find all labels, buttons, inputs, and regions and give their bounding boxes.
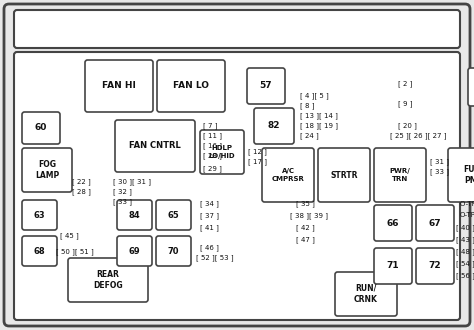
Text: 67: 67	[428, 218, 441, 227]
Text: [ 18 ][ 19 ]: [ 18 ][ 19 ]	[300, 122, 338, 129]
FancyBboxPatch shape	[374, 248, 412, 284]
Text: [ 42 ]: [ 42 ]	[296, 224, 315, 231]
FancyBboxPatch shape	[200, 130, 244, 174]
FancyBboxPatch shape	[4, 4, 470, 326]
Text: 65: 65	[168, 211, 179, 219]
Text: [ 7 ]: [ 7 ]	[203, 122, 218, 129]
FancyBboxPatch shape	[468, 68, 474, 106]
Text: [ 28 ]: [ 28 ]	[72, 188, 91, 195]
FancyBboxPatch shape	[85, 60, 153, 112]
Text: [ 48 ][ 49 ]: [ 48 ][ 49 ]	[456, 248, 474, 255]
Text: 66: 66	[387, 218, 399, 227]
Text: FUEL
PMP: FUEL PMP	[463, 165, 474, 185]
Text: [ 20 ]: [ 20 ]	[398, 122, 417, 129]
FancyBboxPatch shape	[14, 10, 460, 48]
Text: 57: 57	[260, 82, 272, 90]
FancyBboxPatch shape	[117, 236, 152, 266]
Text: [ 11 ]: [ 11 ]	[203, 132, 222, 139]
Text: RUN/
CRNK: RUN/ CRNK	[354, 284, 378, 304]
FancyBboxPatch shape	[156, 236, 191, 266]
Text: [ 47 ]: [ 47 ]	[296, 236, 315, 243]
FancyBboxPatch shape	[117, 200, 152, 230]
Text: [ 17 ]: [ 17 ]	[248, 158, 267, 165]
FancyBboxPatch shape	[335, 272, 397, 316]
FancyBboxPatch shape	[22, 148, 72, 192]
Text: 70: 70	[168, 247, 179, 255]
Text: [ 33 ]: [ 33 ]	[113, 198, 132, 205]
FancyBboxPatch shape	[22, 236, 57, 266]
Text: FAN CNTRL: FAN CNTRL	[129, 142, 181, 150]
FancyBboxPatch shape	[374, 205, 412, 241]
Text: 69: 69	[128, 247, 140, 255]
Text: PWR/
TRN: PWR/ TRN	[390, 168, 410, 182]
Text: 71: 71	[387, 261, 399, 271]
FancyBboxPatch shape	[247, 68, 285, 104]
Text: HDLP
LO/HID: HDLP LO/HID	[209, 145, 235, 159]
FancyBboxPatch shape	[416, 248, 454, 284]
Text: [ 24 ]: [ 24 ]	[300, 132, 319, 139]
FancyBboxPatch shape	[22, 112, 60, 144]
FancyBboxPatch shape	[448, 148, 474, 202]
Text: [ 38 ][ 39 ]: [ 38 ][ 39 ]	[290, 212, 328, 219]
FancyBboxPatch shape	[416, 205, 454, 241]
Text: [ 22 ]: [ 22 ]	[72, 178, 91, 185]
Text: [ 32 ]: [ 32 ]	[113, 188, 132, 195]
FancyBboxPatch shape	[374, 148, 426, 202]
Text: [ 40 ]: [ 40 ]	[456, 224, 474, 231]
Text: [ 41 ]: [ 41 ]	[200, 224, 219, 231]
FancyBboxPatch shape	[115, 120, 195, 172]
Text: [ 13 ][ 14 ]: [ 13 ][ 14 ]	[300, 112, 338, 119]
FancyBboxPatch shape	[156, 200, 191, 230]
Text: [ 31 ]: [ 31 ]	[430, 158, 449, 165]
Text: O-TP: O-TP	[460, 212, 474, 218]
Text: 68: 68	[34, 247, 46, 255]
FancyBboxPatch shape	[254, 108, 294, 144]
Text: 72: 72	[428, 261, 441, 271]
Text: [ 23 ]: [ 23 ]	[203, 152, 222, 159]
Text: [ 45 ]: [ 45 ]	[60, 232, 79, 239]
Text: REAR
DEFOG: REAR DEFOG	[93, 270, 123, 290]
FancyBboxPatch shape	[157, 60, 225, 112]
Text: [ 30 ][ 31 ]: [ 30 ][ 31 ]	[113, 178, 151, 185]
Text: STRTR: STRTR	[330, 171, 358, 180]
Text: [ 8 ]: [ 8 ]	[300, 102, 315, 109]
Text: [ 2 ]: [ 2 ]	[398, 80, 412, 87]
Text: [ 54 ][ 55 ]: [ 54 ][ 55 ]	[456, 260, 474, 267]
Text: 84: 84	[128, 211, 140, 219]
Text: [ 46 ]: [ 46 ]	[200, 244, 219, 251]
FancyBboxPatch shape	[318, 148, 370, 202]
Text: [ 34 ]: [ 34 ]	[200, 200, 219, 207]
Text: 63: 63	[34, 211, 46, 219]
Text: A/C
CMPRSR: A/C CMPRSR	[272, 168, 304, 182]
FancyBboxPatch shape	[68, 258, 148, 302]
Text: FOG
LAMP: FOG LAMP	[35, 160, 59, 180]
Text: [ 50 ][ 51 ]: [ 50 ][ 51 ]	[56, 248, 94, 255]
Text: [ 25 ][ 26 ][ 27 ]: [ 25 ][ 26 ][ 27 ]	[390, 132, 447, 139]
Text: [ 9 ]: [ 9 ]	[398, 100, 412, 107]
Text: [ 43 ][ 44 ]: [ 43 ][ 44 ]	[456, 236, 474, 243]
Text: [ 33 ]: [ 33 ]	[430, 168, 449, 175]
Text: O-TP[ 36 ]: O-TP[ 36 ]	[460, 200, 474, 207]
Text: FAN HI: FAN HI	[102, 82, 136, 90]
Text: FAN LO: FAN LO	[173, 82, 209, 90]
Text: 60: 60	[35, 123, 47, 133]
Text: [ 4 ][ 5 ]: [ 4 ][ 5 ]	[300, 92, 329, 99]
FancyBboxPatch shape	[262, 148, 314, 202]
Text: [ 29 ]: [ 29 ]	[203, 165, 222, 172]
Text: [ 35 ]: [ 35 ]	[296, 200, 315, 207]
Text: [ 16 ]: [ 16 ]	[203, 142, 222, 149]
Text: [ 56 ]: [ 56 ]	[456, 272, 474, 279]
Text: [ 37 ]: [ 37 ]	[200, 212, 219, 219]
FancyBboxPatch shape	[14, 52, 460, 320]
Text: 82: 82	[268, 121, 280, 130]
Text: [ 12 ]: [ 12 ]	[248, 148, 267, 155]
Text: [ 52 ][ 53 ]: [ 52 ][ 53 ]	[196, 254, 234, 261]
FancyBboxPatch shape	[22, 200, 57, 230]
